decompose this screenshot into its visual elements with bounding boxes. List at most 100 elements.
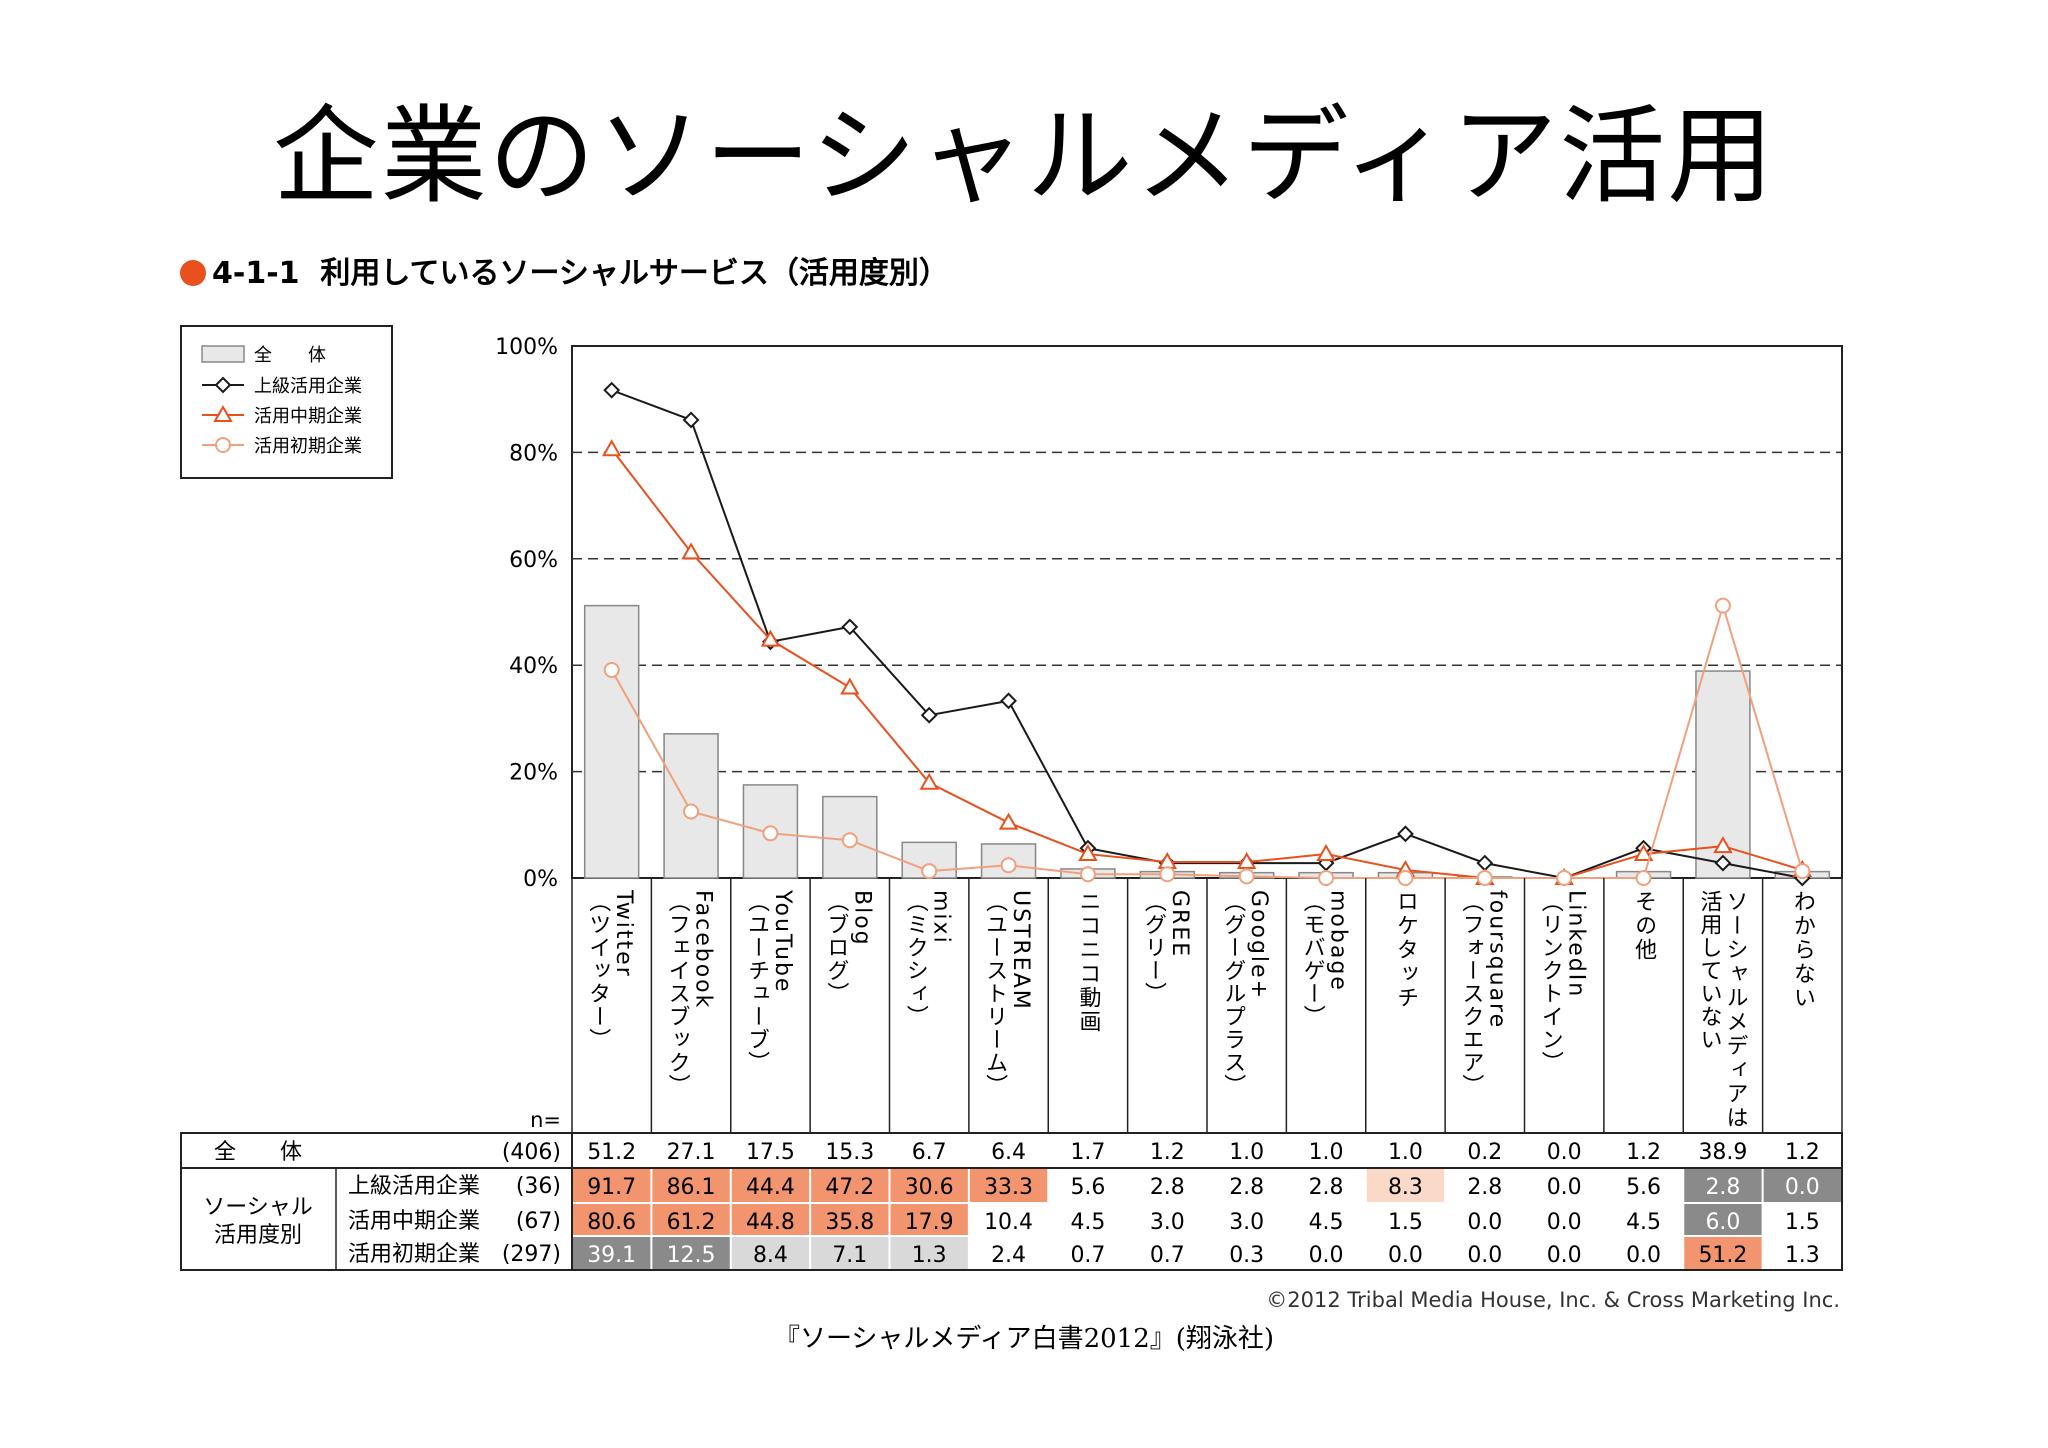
data-point	[1078, 844, 1098, 862]
data-point	[841, 832, 858, 849]
category-label-sub: （フォースクエア）	[1458, 890, 1484, 1097]
table-value: 0.0	[1547, 1175, 1582, 1200]
data-point	[1238, 868, 1255, 885]
table-cell-highlight	[811, 1204, 889, 1235]
data-point	[215, 437, 231, 453]
table-cell-highlight	[731, 1169, 810, 1202]
category-label-main: Twitter	[611, 889, 636, 978]
table-cell-highlight	[1763, 1169, 1841, 1202]
data-point	[1714, 854, 1732, 872]
table-value: 4.5	[1626, 1210, 1661, 1235]
data-point	[921, 863, 938, 880]
data-point	[1556, 870, 1573, 886]
table-value: 1.5	[1388, 1210, 1423, 1235]
table-cell-highlight	[890, 1237, 968, 1269]
table-row-label: 上級活用企業	[348, 1174, 480, 1199]
data-point	[1000, 692, 1017, 710]
table-value: 1.2	[1626, 1140, 1661, 1165]
table-value: 38.9	[1698, 1140, 1747, 1165]
table-row-label: 活用中期企業	[348, 1209, 480, 1234]
table-value: 10.4	[984, 1210, 1033, 1235]
category-label-main: LinkedIn	[1564, 890, 1589, 998]
table-value: 0.0	[1467, 1210, 1502, 1235]
table-cell-highlight	[1684, 1237, 1762, 1269]
table-value: 86.1	[667, 1175, 716, 1200]
category-label-main: ロケタッチ	[1393, 890, 1418, 1010]
data-point	[601, 439, 622, 457]
category-label-main: Blog	[849, 890, 874, 947]
table-value: 0.0	[1547, 1243, 1582, 1268]
table-value: 0.7	[1150, 1243, 1185, 1268]
table-cell-highlight	[573, 1237, 651, 1269]
legend-swatch	[201, 345, 245, 363]
data-point	[683, 803, 700, 820]
table-value: 80.6	[587, 1210, 636, 1235]
table-value: 27.1	[667, 1140, 716, 1165]
table-n: (36)	[516, 1174, 561, 1199]
y-tick-label: 0%	[523, 867, 558, 892]
table-value: 8.3	[1388, 1175, 1423, 1200]
table-value: 0.0	[1388, 1243, 1423, 1268]
table-frame	[180, 1132, 1843, 1271]
table-cell-highlight	[652, 1237, 730, 1269]
category-label-main: foursquare	[1484, 890, 1509, 1029]
figure-label: 4-1-1 利用しているソーシャルサービス（活用度別）	[180, 254, 949, 294]
category-label-main: Google+	[1246, 890, 1271, 1000]
data-point	[1476, 870, 1493, 886]
table-cell-highlight	[731, 1204, 810, 1235]
category-label-main: USTREAM	[1008, 890, 1033, 1011]
table-value: 7.1	[832, 1243, 867, 1268]
table-value: 44.4	[746, 1175, 795, 1200]
source-note: 『ソーシャルメディア白書2012』(翔泳社)	[773, 1324, 1275, 1354]
category-label-sub: （グーグルプラス）	[1220, 890, 1246, 1097]
category-label-main: ニコニコ動画	[1075, 890, 1101, 1034]
table-value: 0.0	[1547, 1210, 1582, 1235]
table-group-label: 活用度別	[214, 1223, 302, 1248]
table-value: 0.0	[1547, 1140, 1582, 1165]
table-value: 5.6	[1626, 1175, 1661, 1200]
data-point	[1397, 825, 1414, 843]
category-label-sub: （リンクトイン）	[1538, 890, 1564, 1074]
plot-area: 0% 20% 40% 60% 80% 100% Twitter（ツイッター） Facebook…	[495, 335, 1843, 1133]
table-value: 0.3	[1229, 1243, 1264, 1268]
table-cell-highlight	[890, 1204, 968, 1235]
table-value: 15.3	[825, 1140, 874, 1165]
data-point	[1714, 597, 1731, 614]
category-label-main: ソーシャルメディアは	[1722, 890, 1747, 1130]
data-point	[1713, 836, 1733, 854]
table-value: 1.2	[1150, 1140, 1185, 1165]
table-value: 1.3	[1785, 1243, 1820, 1268]
category-label-sub: （ユーストリーム）	[982, 890, 1008, 1097]
category-label-main: YouTube	[770, 889, 795, 993]
category-label-sub: （ブログ）	[823, 890, 849, 1005]
category-label-main: わからない	[1790, 890, 1815, 1010]
table-cell-highlight	[652, 1169, 730, 1202]
table-value: 1.0	[1388, 1140, 1423, 1165]
table-value: 4.5	[1070, 1210, 1105, 1235]
table-value: 1.0	[1309, 1140, 1344, 1165]
table-value: 2.8	[1705, 1175, 1740, 1200]
table-value: 39.1	[587, 1243, 636, 1268]
series-line	[610, 448, 1803, 879]
y-tick-label: 40%	[509, 654, 558, 679]
category-label: Google+（グーグルプラス）	[1220, 890, 1271, 1097]
y-tick-label: 20%	[509, 761, 558, 786]
table-cell-highlight	[1684, 1169, 1762, 1202]
legend-label: 活用中期企業	[254, 406, 362, 427]
table-value: 91.7	[587, 1175, 636, 1200]
table-value: 35.8	[825, 1210, 874, 1235]
table-value: 6.0	[1705, 1210, 1740, 1235]
y-tick-label: 60%	[509, 548, 558, 573]
slide-title: 企業のソーシャルメディア活用	[272, 95, 1776, 218]
table-cell-highlight	[811, 1169, 889, 1202]
category-label: USTREAM（ユーストリーム）	[982, 890, 1033, 1097]
category-label-sub: （ツイッター）	[585, 890, 611, 1051]
table-n: (67)	[516, 1209, 561, 1234]
table-value: 17.5	[746, 1140, 795, 1165]
table-value: 3.0	[1150, 1210, 1185, 1235]
table-row-label: 活用初期企業	[348, 1242, 480, 1267]
data-point	[762, 825, 779, 842]
